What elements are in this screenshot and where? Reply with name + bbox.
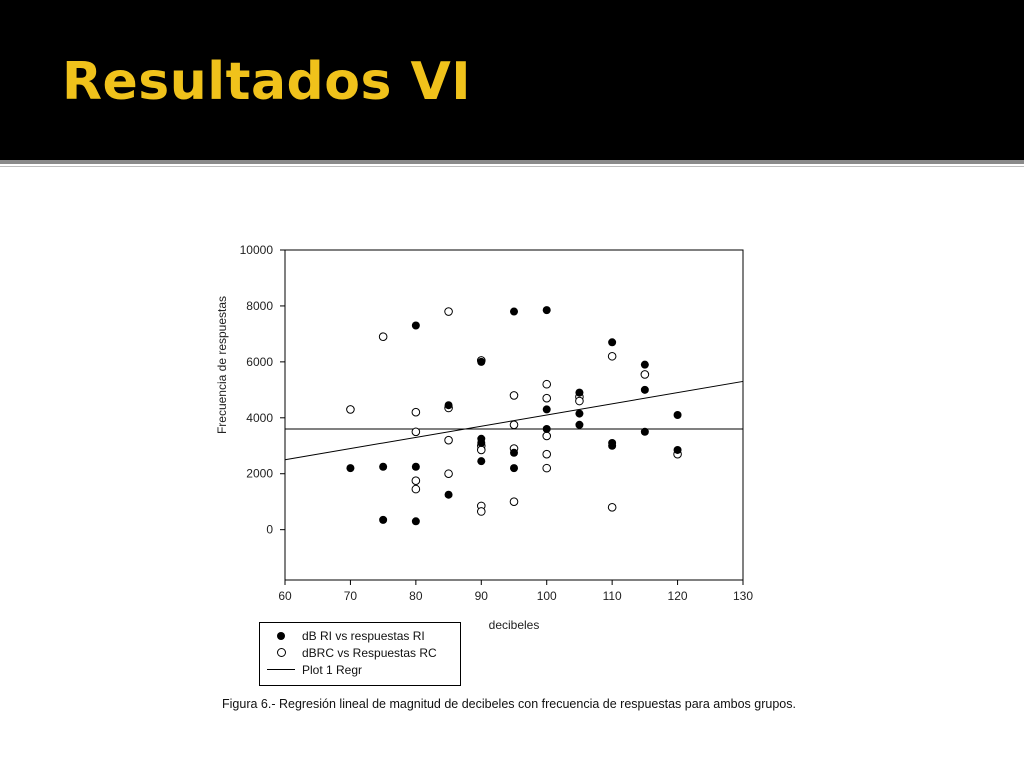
y-tick-label: 4000 [246, 411, 273, 425]
scatter-point-open [378, 332, 388, 341]
scatter-point-filled [411, 321, 420, 330]
scatter-point-open [509, 391, 519, 400]
plot-frame [284, 249, 744, 581]
legend-label: Plot 1 Regr [302, 662, 363, 677]
chart-legend: dB RI vs respuestas RI dBRC vs Respuesta… [259, 622, 461, 686]
scatter-point-filled [542, 424, 551, 433]
scatter-point-filled [575, 420, 584, 429]
scatter-point-filled [673, 445, 682, 454]
scatter-point-filled [640, 427, 649, 436]
scatter-point-open [411, 407, 421, 417]
slide-title: Resultados VI [62, 52, 472, 112]
line-icon [267, 669, 295, 670]
scatter-point-open [444, 435, 453, 445]
slide-header: Resultados VI [0, 0, 1024, 160]
filled-circle-icon [277, 631, 285, 640]
scatter-point-open [509, 420, 519, 430]
scatter-point-open [640, 370, 650, 379]
scatter-point-filled [477, 457, 486, 466]
scatter-point-open [607, 351, 617, 361]
scatter-point-open [476, 507, 486, 516]
scatter-point-filled [542, 405, 551, 414]
scatter-point-filled [673, 411, 682, 419]
scatter-point-filled [608, 441, 617, 450]
scatter-point-filled [444, 490, 453, 499]
header-divider [0, 160, 1024, 164]
scatter-point-open [411, 484, 421, 494]
scatter-point-open [509, 497, 519, 506]
scatter-point-open [542, 393, 552, 403]
legend-item-open: dBRC vs Respuestas RC [266, 644, 454, 661]
scatter-point-filled [510, 307, 518, 316]
header-divider-thin [0, 166, 1024, 167]
scatter-point-open [444, 307, 453, 316]
y-axis-title: Frecuencia de respuestas [215, 296, 229, 434]
scatter-point-filled [608, 338, 617, 347]
scatter-point-filled [379, 462, 388, 471]
scatter-point-open [575, 396, 584, 406]
x-tick-label: 100 [537, 589, 557, 603]
x-tick-label: 110 [603, 589, 622, 603]
scatter-point-filled [542, 306, 551, 315]
scatter-point-open [444, 469, 453, 479]
scatter-point-open [542, 379, 552, 389]
scatter-point-open [411, 427, 421, 437]
scatter-point-filled [411, 517, 420, 526]
legend-item-line: Plot 1 Regr [266, 661, 454, 678]
scatter-point-filled [346, 464, 355, 473]
scatter-point-filled [640, 385, 649, 394]
x-tick-label: 80 [409, 589, 423, 603]
y-tick-label: 6000 [246, 355, 273, 369]
scatter-point-filled [640, 360, 649, 369]
scatter-point-open [607, 502, 617, 512]
scatter-point-filled [379, 515, 388, 524]
y-tick-label: 10000 [240, 243, 274, 257]
scatter-point-open [542, 449, 552, 459]
scatter-point-open [542, 431, 552, 441]
scatter-point-open [346, 405, 355, 414]
scatter-point-filled [575, 388, 584, 397]
x-axis-title: decibeles [489, 618, 540, 632]
legend-label: dB RI vs respuestas RI [302, 628, 425, 643]
scatter-point-filled [477, 357, 486, 366]
scatter-point-open [476, 445, 486, 455]
legend-label: dBRC vs Respuestas RC [302, 645, 437, 660]
scatter-point-open [542, 463, 552, 473]
x-tick-label: 60 [278, 589, 292, 603]
scatter-point-filled [411, 462, 420, 471]
x-tick-label: 70 [344, 589, 358, 603]
scatter-point-filled [510, 448, 518, 457]
open-circle-icon [276, 648, 286, 657]
y-tick-label: 8000 [246, 299, 273, 313]
legend-item-filled: dB RI vs respuestas RI [266, 627, 454, 644]
x-tick-label: 120 [668, 589, 688, 603]
figure-caption: Figura 6.- Regresión lineal de magnitud … [222, 697, 796, 711]
scatter-point-filled [444, 401, 453, 410]
scatter-point-filled [510, 464, 518, 473]
scatter-point-filled [575, 409, 584, 418]
scatter-point-filled [477, 438, 486, 447]
y-tick-label: 2000 [246, 467, 273, 481]
x-tick-label: 130 [733, 589, 753, 603]
y-tick-label: 0 [266, 523, 273, 537]
x-tick-label: 90 [475, 589, 489, 603]
scatter-point-open [411, 476, 421, 486]
